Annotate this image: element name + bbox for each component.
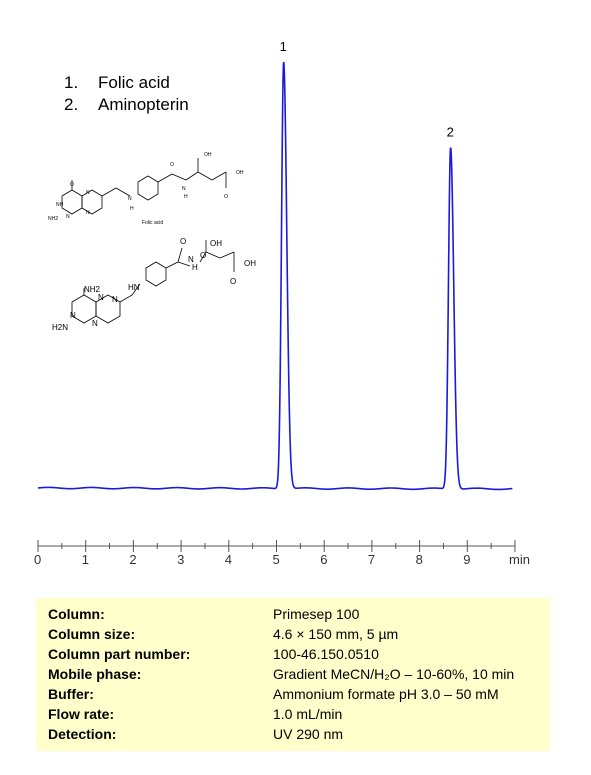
condition-key: Flow rate: xyxy=(48,706,115,722)
folic-label: OH xyxy=(236,170,244,176)
amino-label: N xyxy=(188,255,194,264)
legend-name: Aminopterin xyxy=(98,95,189,114)
condition-row: Column size: 4.6 × 150 mm, 5 µm xyxy=(48,626,548,646)
x-tick-label: 4 xyxy=(225,552,232,567)
condition-key: Column part number: xyxy=(48,646,191,662)
condition-row: Buffer: Ammonium formate pH 3.0 – 50 mM xyxy=(48,686,548,706)
amino-label: N xyxy=(70,311,76,320)
x-axis-label: min xyxy=(509,552,530,567)
condition-key: Column: xyxy=(48,606,105,622)
peak-label: 1 xyxy=(280,39,287,54)
condition-row: Column part number: 100-46.150.0510 xyxy=(48,646,548,666)
folic-label: O xyxy=(224,194,228,200)
condition-key: Mobile phase: xyxy=(48,666,142,682)
amino-label: H2N xyxy=(52,323,68,332)
amino-label: OH xyxy=(244,259,256,268)
folic-label: H xyxy=(130,206,134,212)
amino-label: N xyxy=(98,293,104,302)
folic-label: NH2 xyxy=(48,216,58,222)
legend-number: 2. xyxy=(64,95,79,114)
folic-label: N xyxy=(66,214,70,220)
x-tick-label: 5 xyxy=(273,552,280,567)
amino-label: O xyxy=(230,277,236,286)
legend-item: 2. Aminopterin xyxy=(64,94,189,116)
amino-label: H xyxy=(192,263,198,272)
chromatogram: O NH N N N NH2 N H O OH OH O N H Folic a… xyxy=(34,39,530,567)
folic-label: O xyxy=(70,182,74,188)
amino-label: HN xyxy=(128,283,140,292)
x-tick-label: 8 xyxy=(416,552,423,567)
condition-row: Detection: UV 290 nm xyxy=(48,726,548,746)
amino-label: O xyxy=(180,237,186,246)
folic-acid-labels: O NH N N N NH2 N H O OH OH O N H Folic a… xyxy=(48,152,244,226)
folic-label: N xyxy=(86,210,90,216)
folic-label: O xyxy=(170,162,174,168)
x-tick-label: 0 xyxy=(34,552,41,567)
condition-key: Column size: xyxy=(48,626,136,642)
condition-value: UV 290 nm xyxy=(273,726,344,742)
amino-label: N xyxy=(112,295,118,304)
x-tick-label: 3 xyxy=(177,552,184,567)
chromatogram-trace xyxy=(37,61,513,491)
amino-label: O xyxy=(200,251,206,260)
aminopterin-labels: NH2 N N N N H2N HN O N H OH O OH O xyxy=(52,237,256,332)
condition-value: 4.6 × 150 mm, 5 µm xyxy=(273,626,399,642)
condition-value: 100-46.150.0510 xyxy=(273,646,379,662)
x-tick-label: 7 xyxy=(368,552,375,567)
legend-number: 1. xyxy=(64,73,79,92)
x-tick-label: 6 xyxy=(320,552,327,567)
compound-legend: 1. Folic acid 2. Aminopterin xyxy=(64,72,189,116)
folic-caption: Folic acid xyxy=(142,220,163,226)
x-axis: 0 1 2 3 4 5 6 7 8 9 xyxy=(34,540,516,567)
condition-value: 1.0 mL/min xyxy=(273,706,343,722)
condition-value: Ammonium formate pH 3.0 – 50 mM xyxy=(273,686,499,702)
folic-label: N xyxy=(86,190,90,196)
peak-label: 2 xyxy=(447,124,454,139)
folic-label: N xyxy=(182,186,186,192)
peak-labels: 12 xyxy=(280,39,454,139)
amino-label: NH2 xyxy=(84,285,101,294)
conditions-panel: Column: Primesep 100 Column size: 4.6 × … xyxy=(36,598,550,751)
folic-label: NH xyxy=(56,202,64,208)
x-tick-label: 9 xyxy=(463,552,470,567)
condition-value: Primesep 100 xyxy=(273,606,360,622)
legend-name: Folic acid xyxy=(98,73,170,92)
folic-label: H xyxy=(184,194,188,200)
x-tick-label: 2 xyxy=(129,552,136,567)
aminopterin-structure xyxy=(71,240,235,324)
condition-value: Gradient MeCN/H₂O – 10-60%, 10 min xyxy=(273,666,515,682)
condition-row: Flow rate: 1.0 mL/min xyxy=(48,706,548,726)
amino-label: OH xyxy=(210,239,222,248)
x-tick-label: 1 xyxy=(82,552,89,567)
amino-label: N xyxy=(92,319,98,328)
legend-item: 1. Folic acid xyxy=(64,72,189,94)
condition-row: Mobile phase: Gradient MeCN/H₂O – 10-60%… xyxy=(48,666,548,686)
condition-row: Column: Primesep 100 xyxy=(48,606,548,626)
condition-key: Buffer: xyxy=(48,686,94,702)
folic-acid-structure xyxy=(61,158,227,215)
folic-label: N xyxy=(128,196,132,202)
condition-key: Detection: xyxy=(48,726,117,742)
folic-label: OH xyxy=(204,152,212,158)
